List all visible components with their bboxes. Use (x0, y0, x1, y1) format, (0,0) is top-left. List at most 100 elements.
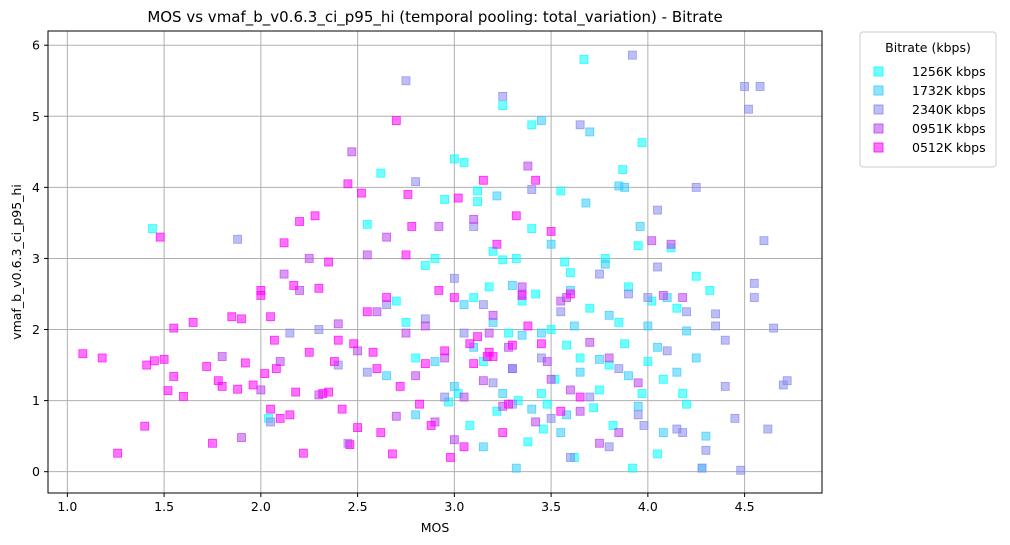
data-point (575, 353, 585, 363)
data-point (546, 374, 556, 384)
x-tick-label: 2.0 (251, 499, 271, 514)
data-point (720, 335, 730, 345)
data-point (484, 282, 494, 292)
data-point (575, 392, 585, 402)
data-point (368, 347, 378, 357)
data-point (527, 185, 537, 194)
data-point (237, 314, 246, 324)
data-point (382, 371, 392, 381)
data-point (595, 269, 604, 279)
data-point (449, 154, 459, 164)
data-point (618, 165, 628, 175)
data-point (492, 406, 502, 416)
y-tick-label: 4 (32, 180, 40, 195)
data-point (395, 381, 405, 391)
data-point (420, 359, 430, 369)
data-point (391, 116, 401, 125)
data-point (517, 282, 527, 292)
data-point (701, 431, 711, 441)
data-point (511, 211, 521, 221)
x-tick-label: 1.0 (57, 499, 77, 514)
data-point (343, 179, 353, 189)
data-point (362, 307, 372, 317)
data-point (627, 50, 637, 60)
data-point (542, 357, 552, 366)
data-point (608, 421, 618, 430)
data-point (304, 254, 314, 263)
data-point (546, 239, 556, 249)
data-point (569, 321, 579, 331)
legend-title: Bitrate (kbps) (885, 40, 971, 55)
legend-items: 1256K kbps 1732K kbps 2340K kbps 0951K kbps… (873, 64, 986, 155)
data-point (388, 449, 397, 459)
data-point (658, 291, 668, 300)
data-point (484, 347, 494, 357)
data-point (150, 356, 159, 366)
data-point (585, 392, 595, 402)
y-tick-label: 2 (32, 322, 40, 337)
data-point (542, 399, 552, 409)
data-point (411, 371, 421, 381)
data-point (537, 116, 546, 125)
data-point (362, 367, 372, 377)
x-tick-label: 2.5 (348, 499, 368, 514)
data-point (720, 381, 730, 391)
data-point (473, 332, 482, 342)
data-points (78, 50, 792, 475)
legend-marker (873, 142, 884, 153)
x-tick-label: 3.5 (541, 499, 561, 514)
x-tick-label: 4.0 (638, 499, 658, 514)
data-point (279, 269, 289, 279)
data-point (459, 392, 469, 402)
y-axis-label: vmaf_b_v0.6.3_ci_p95_hi (9, 184, 24, 340)
data-point (585, 127, 595, 137)
data-point (537, 339, 546, 349)
data-point (691, 353, 701, 363)
y-tick-label: 6 (32, 38, 40, 53)
data-point (337, 404, 347, 414)
data-point (653, 342, 662, 352)
legend-marker (873, 85, 884, 96)
data-point (233, 234, 243, 244)
data-point (179, 391, 188, 401)
data-point (492, 239, 502, 249)
legend-marker (873, 123, 884, 134)
data-point (691, 271, 701, 281)
data-point (217, 381, 227, 391)
data-point (575, 120, 585, 130)
legend-label: 1732K kbps (912, 83, 986, 98)
data-point (769, 323, 779, 333)
data-point (440, 392, 450, 402)
data-point (538, 424, 548, 434)
data-point (478, 175, 488, 185)
data-point (345, 440, 355, 450)
x-axis-label: MOS (421, 520, 450, 535)
data-point (372, 364, 382, 374)
data-point (763, 424, 773, 434)
data-point (401, 250, 411, 260)
data-point (498, 91, 508, 101)
data-point (434, 222, 444, 231)
data-point (627, 463, 637, 473)
data-point (256, 385, 266, 395)
data-point (289, 281, 299, 290)
data-point (614, 428, 624, 437)
data-point (624, 289, 633, 299)
data-point (507, 340, 517, 350)
data-point (188, 318, 198, 327)
plot-area-frame (47, 30, 823, 494)
data-point (556, 307, 566, 317)
data-point (469, 214, 479, 224)
data-point (163, 386, 173, 396)
data-point (401, 318, 411, 327)
data-point (78, 349, 88, 359)
data-point (411, 353, 421, 363)
data-point (382, 293, 392, 302)
data-point (465, 339, 475, 349)
y-tick-label: 5 (32, 109, 40, 124)
data-point (310, 211, 320, 221)
data-point (391, 411, 401, 421)
data-point (260, 369, 270, 378)
legend: Bitrate (kbps) 1256K kbps 1732K kbps 2340K… (859, 31, 997, 168)
data-point (148, 224, 157, 233)
